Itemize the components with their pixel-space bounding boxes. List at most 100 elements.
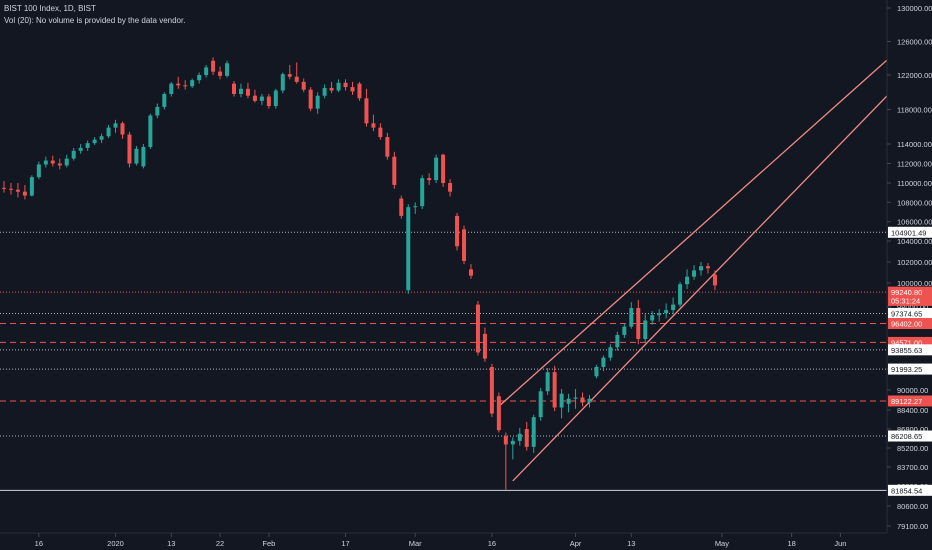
y-tick-label: 126000.00	[897, 38, 932, 47]
candle	[503, 432, 508, 490]
candle-body	[580, 397, 585, 403]
candle	[252, 89, 257, 103]
symbol-title[interactable]: BIST 100 Index, 1D, BIST	[4, 4, 96, 13]
candle-body	[643, 320, 648, 340]
candle	[120, 121, 125, 139]
candle-body	[273, 90, 278, 107]
price-label-text: 96402.00	[891, 320, 922, 329]
candle-body	[552, 372, 557, 408]
price-label-box	[888, 363, 932, 375]
price-label-text: 93855.63	[891, 346, 922, 355]
x-tick-label: Jun	[834, 539, 846, 548]
candle	[232, 81, 237, 97]
candle	[218, 66, 223, 80]
candle-body	[22, 191, 27, 196]
candle-body	[85, 143, 90, 148]
candle-body	[434, 157, 439, 181]
candle-body	[524, 429, 529, 447]
candle	[357, 81, 362, 101]
candle-body	[336, 82, 341, 91]
price-label-box	[888, 336, 932, 348]
candle-body	[503, 436, 508, 445]
x-tick-label: 16	[35, 539, 43, 548]
candle-body	[106, 127, 111, 137]
price-level-lines	[0, 231, 887, 491]
candle	[622, 323, 627, 338]
candle	[448, 179, 453, 197]
candle-body	[399, 198, 404, 216]
y-tick-label: 80600.00	[897, 502, 928, 511]
price-label-text: 81854.54	[891, 486, 922, 495]
candle	[441, 153, 446, 187]
candle	[43, 156, 48, 168]
candle-body	[517, 433, 522, 441]
candle	[427, 173, 432, 185]
candle-body	[259, 96, 264, 101]
candle	[225, 60, 230, 78]
y-tick-label: 112000.00	[897, 160, 932, 169]
y-tick-label: 98000.00	[897, 303, 928, 312]
price-label-text: 05:31:24	[891, 296, 920, 305]
candle	[2, 181, 6, 193]
candle-body	[448, 183, 453, 192]
price-label-text: 97374.65	[891, 309, 922, 318]
candle-body	[489, 366, 494, 414]
candle	[510, 437, 515, 460]
candle-body	[252, 95, 257, 101]
candle	[573, 388, 578, 409]
y-tick-label: 104000.00	[897, 237, 932, 246]
candle-body	[482, 333, 487, 359]
candle	[594, 364, 599, 379]
candle	[245, 82, 250, 99]
candle-body	[197, 75, 202, 81]
candle-body	[364, 98, 369, 124]
candle-body	[218, 71, 223, 76]
y-tick-label: 90000.00	[897, 386, 928, 395]
candle	[378, 123, 383, 140]
candle	[238, 83, 243, 98]
trendline[interactable]	[498, 45, 904, 407]
candle-body	[601, 357, 606, 367]
candle-body	[350, 87, 355, 92]
candle	[266, 93, 271, 109]
x-tick-label: Mar	[409, 539, 422, 548]
candle-body	[99, 136, 104, 140]
candle-body	[2, 187, 6, 189]
candle	[155, 103, 160, 119]
candle-body	[301, 81, 306, 90]
price-label-text: 104901.49	[891, 228, 926, 237]
price-label-box	[888, 430, 932, 442]
candle-body	[622, 326, 627, 335]
y-tick-label: 100000.00	[897, 279, 932, 288]
x-tick-label: May	[715, 539, 729, 548]
candle	[559, 388, 564, 419]
candle-body	[134, 148, 139, 164]
candle-body	[685, 276, 690, 285]
time-axis[interactable]: 16 2020 13 22 Feb 17 Mar 16 Apr 13 May 18 Jun	[35, 533, 847, 548]
trendlines[interactable]	[498, 45, 904, 482]
candle	[517, 427, 522, 446]
candle-body	[120, 123, 125, 135]
candle	[468, 264, 473, 279]
candle	[106, 125, 111, 138]
candle-body	[496, 396, 501, 431]
candle-body	[615, 334, 620, 348]
candle-body	[57, 163, 62, 166]
candle-body	[420, 178, 425, 207]
y-tick-label: 83700.00	[897, 463, 928, 472]
trendline[interactable]	[512, 78, 904, 482]
candle	[8, 183, 13, 195]
candle-body	[127, 134, 132, 164]
candle-body	[232, 83, 237, 94]
y-tick-label: 79100.00	[897, 522, 928, 531]
candle	[371, 114, 376, 132]
candle	[92, 137, 97, 145]
candle	[462, 225, 467, 265]
candle	[162, 92, 167, 110]
candle-body	[329, 87, 334, 91]
candle-body	[245, 88, 250, 96]
x-tick-label: 13	[167, 539, 175, 548]
chart-legend: BIST 100 Index, 1D, BIST Vol (20): No vo…	[4, 3, 185, 27]
